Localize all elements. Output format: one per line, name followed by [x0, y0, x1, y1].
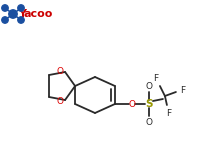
Circle shape — [9, 10, 17, 18]
Text: O: O — [145, 81, 152, 91]
Circle shape — [18, 5, 24, 11]
Text: O: O — [128, 100, 135, 108]
Text: S: S — [145, 99, 153, 109]
Text: O: O — [57, 96, 64, 105]
Text: F: F — [180, 85, 185, 95]
Text: acoo: acoo — [23, 9, 53, 19]
Text: F: F — [153, 73, 158, 83]
Circle shape — [18, 17, 24, 23]
Text: F: F — [166, 108, 171, 117]
Circle shape — [2, 5, 8, 11]
Text: O: O — [57, 67, 64, 76]
Text: Y: Y — [18, 9, 26, 19]
Text: O: O — [145, 117, 152, 127]
Circle shape — [2, 17, 8, 23]
